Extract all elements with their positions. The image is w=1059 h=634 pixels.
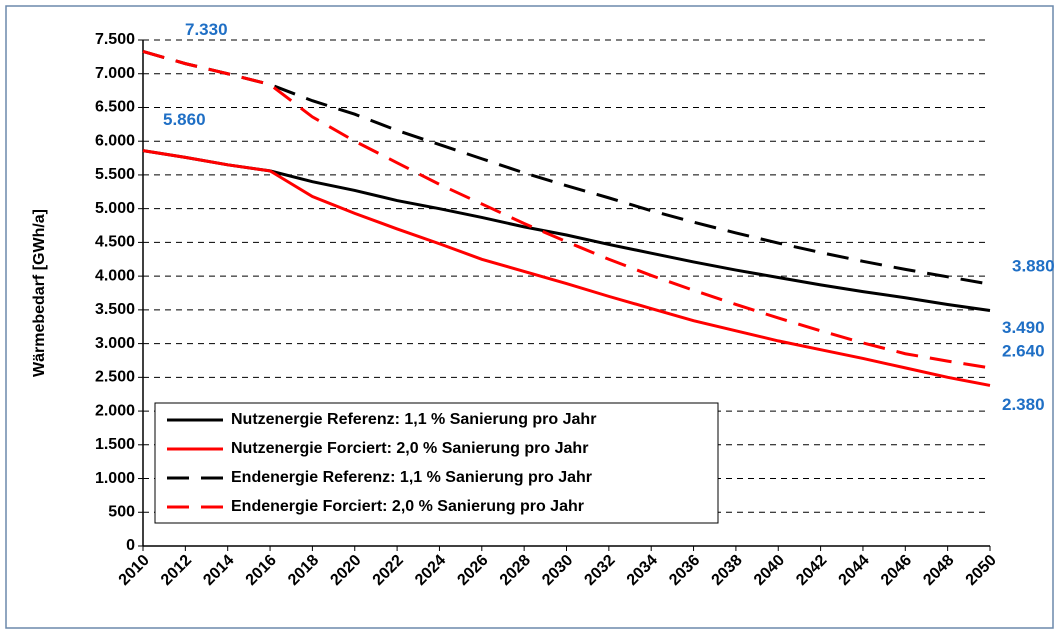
value-label: 2.640 [1002,341,1045,360]
series-line [142,50,991,286]
chart-frame [5,5,1054,629]
y-tick-label: 5.500 [95,166,135,183]
value-label: 3.880 [1012,257,1055,276]
y-tick-label: 7.500 [95,31,135,48]
y-tick-label: 5.000 [95,200,135,217]
legend-label: Endenergie Forciert: 2,0 % Sanierung pro… [231,498,584,515]
value-label: 5.860 [163,110,206,129]
y-tick-label: 2.000 [95,402,135,419]
legend-label: Nutzenergie Forciert: 2,0 % Sanierung pr… [231,440,588,457]
legend-box [154,402,719,524]
series-line [142,50,991,370]
y-tick-label: 0 [126,537,135,554]
legend-label: Endenergie Referenz: 1,1 % Sanierung pro… [231,469,592,486]
y-tick-label: 500 [108,503,135,520]
y-tick-label: 1.000 [95,470,135,487]
y-tick-label: 7.000 [95,65,135,82]
series-line [142,149,991,313]
series-line [142,149,991,387]
legend-label: Nutzenergie Referenz: 1,1 % Sanierung pr… [231,411,596,428]
y-tick-label: 6.000 [95,132,135,149]
value-label: 7.330 [185,20,228,39]
y-tick-label: 6.500 [95,99,135,116]
y-tick-label: 4.000 [95,267,135,284]
y-tick-label: 2.500 [95,369,135,386]
y-tick-label: 3.000 [95,335,135,352]
y-tick-label: 4.500 [95,234,135,251]
value-label: 3.490 [1002,318,1045,337]
y-tick-label: 3.500 [95,301,135,318]
y-tick-label: 1.500 [95,436,135,453]
y-axis-label: Wärmebedarf [GWh/a] [31,209,48,377]
value-label: 2.380 [1002,395,1045,414]
